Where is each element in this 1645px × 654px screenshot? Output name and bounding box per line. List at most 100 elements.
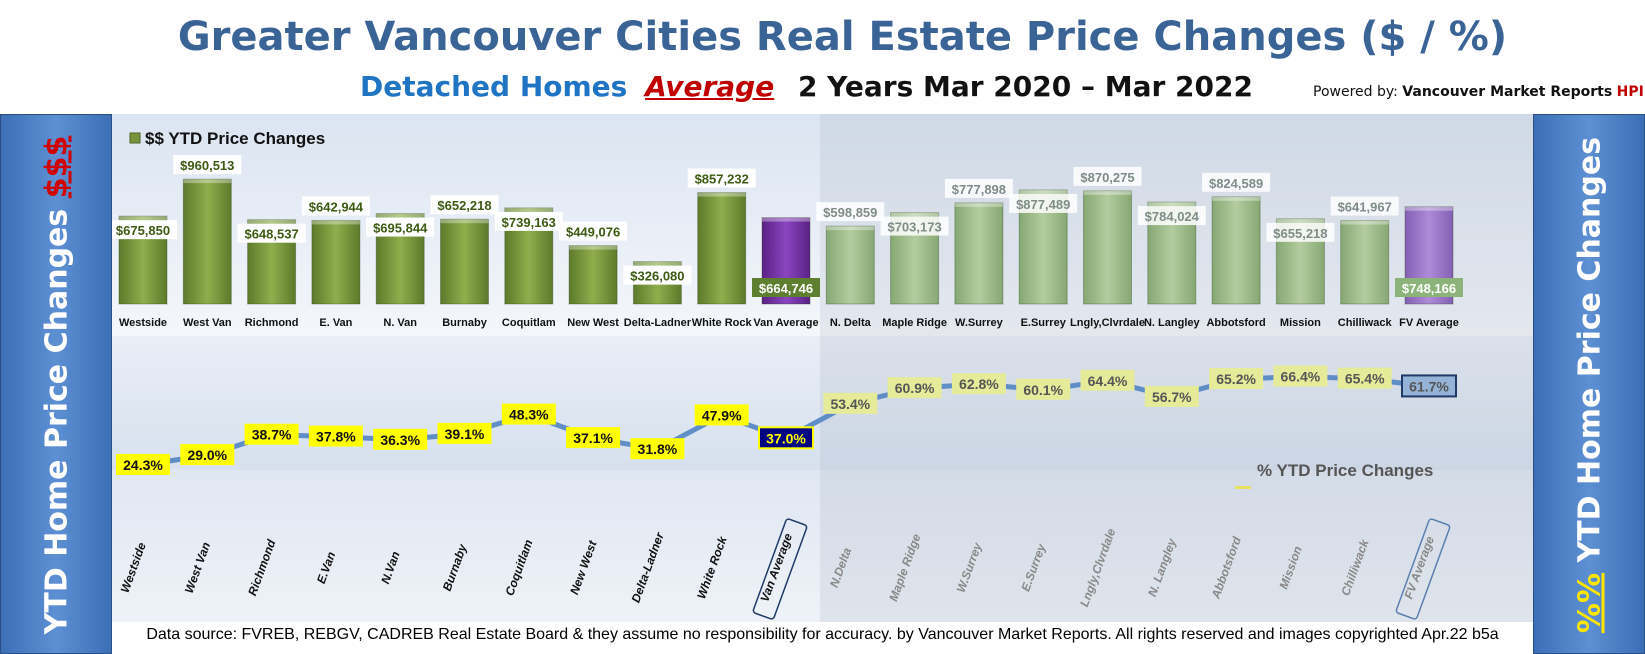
chart-area: $$ YTD Price Changes % YTD Price Changes… (109, 114, 1533, 622)
subtitle-property-type: Detached Homes (360, 70, 628, 103)
bar-top-13 (954, 202, 1003, 207)
pct-label-box-8 (630, 438, 685, 460)
bar-value-label-5: $652,218 (437, 198, 491, 213)
bar-label-box-11 (816, 202, 885, 222)
pct-avg-frame-10 (752, 518, 808, 620)
bar-7 (568, 245, 618, 305)
bar-category-label-19: Chilliwack (1338, 317, 1393, 329)
bar-label-box-10 (752, 278, 820, 297)
right-sidebar-text: %% YTD Home Price Changes (1573, 137, 1608, 633)
bar-top-0 (119, 216, 167, 221)
bar-value-label-11: $598,859 (823, 205, 877, 220)
left-sidebar-label: YTD Home Price Changes (39, 208, 75, 635)
bar-top-3 (311, 220, 360, 225)
pct-value-label-19: 65.4% (1345, 371, 1385, 387)
subtitle-period: 2 Years Mar 2020 – Mar 2022 (797, 70, 1253, 103)
pct-value-label-1: 29.0% (187, 447, 227, 463)
bar-category-label-2: Richmond (245, 317, 299, 329)
bar-value-label-2: $648,537 (244, 227, 298, 242)
pct-label-box-3 (308, 425, 363, 447)
chart-title: Greater Vancouver Cities Real Estate Pri… (177, 14, 1508, 60)
left-sidebar-highlight: $$$ (39, 135, 75, 199)
bar-value-label-3: $642,944 (309, 199, 364, 214)
plot-bg-bottom (112, 470, 1533, 622)
bar-top-20 (1405, 206, 1453, 211)
bar-category-label-17: Abbotsford (1206, 317, 1265, 329)
left-sidebar: YTD Home Price Changes $$$ (0, 114, 112, 654)
bar-category-label-13: W.Surrey (955, 317, 1004, 329)
bar-category-label-15: Lngly,Clvrdale (1070, 317, 1145, 329)
bar-value-label-17: $824,589 (1209, 176, 1263, 191)
pct-value-label-5: 39.1% (445, 426, 485, 442)
bar-top-8 (633, 261, 682, 266)
powered-brand: Vancouver Market Reports (1402, 84, 1613, 100)
bar-top-9 (697, 192, 746, 197)
bar-label-box-16 (1137, 206, 1206, 226)
bar-label-box-18 (1266, 222, 1335, 242)
pct-value-label-18: 66.4% (1281, 369, 1321, 385)
bar-label-box-12 (880, 216, 949, 236)
price-change-chart: $$ YTD Price Changes % YTD Price Changes… (109, 114, 1533, 622)
bar-category-label-4: N. Van (383, 317, 417, 329)
pct-value-label-9: 47.9% (702, 407, 742, 423)
pct-label-box-16 (1144, 385, 1199, 407)
pct-avg-frame-20 (1395, 518, 1451, 620)
bar-label-box-19 (1330, 196, 1399, 216)
bar-label-box-15 (1073, 166, 1142, 186)
bar-top-2 (247, 219, 296, 224)
bar-19 (1340, 220, 1390, 305)
bar-top-12 (890, 212, 939, 217)
bar-category-label-18: Mission (1280, 317, 1321, 329)
pct-label-box-20 (1401, 374, 1457, 398)
bar-category-label-8: Delta-Ladner (624, 317, 692, 329)
bar-11 (825, 225, 875, 305)
bar-5 (440, 218, 489, 305)
bar-category-label-6: Coquitlam (502, 317, 556, 329)
pct-label-box-12 (887, 377, 942, 399)
subtitle-metric: Average (645, 70, 775, 103)
pct-value-label-3: 37.8% (316, 429, 356, 445)
pct-value-label-20: 61.7% (1409, 378, 1449, 394)
bar-label-box-17 (1202, 172, 1271, 192)
footer-source: Data source: FVREB, REBGV, CADREB Real E… (146, 626, 1499, 643)
pct-value-label-8: 31.8% (638, 441, 678, 457)
pct-value-label-14: 60.1% (1023, 382, 1063, 398)
pct-label-box-11 (823, 392, 878, 414)
bar-top-1 (183, 179, 232, 184)
pct-value-label-7: 37.1% (573, 430, 613, 446)
bar-category-label-14: E.Surrey (1021, 317, 1067, 329)
bar-category-label-0: Westside (119, 317, 167, 329)
pct-label-box-6 (501, 403, 556, 425)
bar-category-label-7: New West (567, 317, 619, 329)
bar-category-label-12: Maple Ridge (882, 317, 947, 329)
bar-top-6 (504, 207, 553, 212)
bar-legend-marker (129, 132, 141, 144)
pct-value-label-10: 37.0% (766, 430, 806, 446)
right-sidebar: %% YTD Home Price Changes (1533, 114, 1645, 654)
bar-category-label-5: Burnaby (442, 317, 488, 329)
bar-value-label-1: $960,513 (180, 158, 234, 173)
bar-3 (311, 219, 361, 305)
fv-region-shade (820, 114, 1533, 622)
bar-top-5 (440, 219, 489, 224)
bar-category-label-1: West Van (183, 317, 232, 329)
bar-top-17 (1212, 196, 1261, 201)
bar-value-label-16: $784,024 (1145, 209, 1200, 224)
bar-label-box-8 (623, 265, 692, 285)
bar-value-label-7: $449,076 (566, 225, 620, 240)
bar-top-19 (1340, 220, 1389, 225)
pct-label-box-10 (758, 426, 814, 450)
bar-top-15 (1083, 190, 1132, 195)
bar-label-box-6 (494, 211, 563, 231)
pct-label-box-14 (1016, 378, 1071, 400)
right-sidebar-label: YTD Home Price Changes (1572, 136, 1608, 563)
line-chart-title: % YTD Price Changes (1257, 461, 1433, 480)
pct-value-label-15: 64.4% (1088, 373, 1128, 389)
bar-category-label-3: E. Van (319, 317, 352, 329)
pct-value-label-13: 62.8% (959, 376, 999, 392)
pct-value-label-0: 24.3% (123, 457, 163, 473)
bar-label-box-20 (1395, 278, 1463, 297)
pct-label-box-7 (566, 427, 621, 449)
bar-13 (954, 202, 1004, 305)
pct-label-box-15 (1080, 369, 1135, 391)
